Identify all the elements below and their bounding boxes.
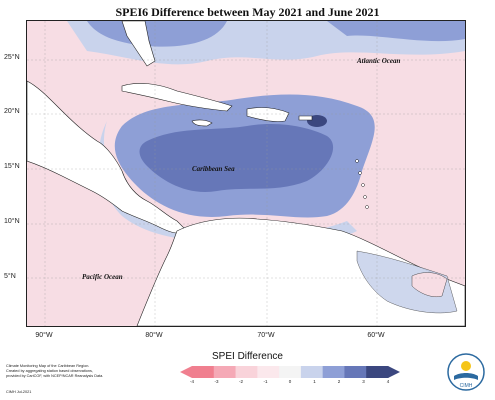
legend-swatch [257,366,280,378]
graticule [27,21,465,326]
credit-text: Climate Monitoring Map of the Caribbean … [6,364,104,378]
lon-label-60w: 60°W [367,332,385,339]
land-hispaniola [246,107,290,122]
lon-label-70w: 70°W [257,332,275,339]
map-canvas: Atlantic Ocean Caribbean Sea Pacific Oce… [27,21,465,326]
legend-swatch [344,366,367,378]
lat-label-15n: 15°N [4,163,20,170]
legend-swatch [279,366,302,378]
legend-tick-label: 2 [337,379,341,384]
lat-label-5n: 5°N [4,273,16,280]
wet-anomaly-northwest [87,21,227,47]
legend-tick-label: 0 [288,379,292,384]
map-title: SPEI6 Difference between May 2021 and Ju… [115,5,380,19]
legend-tick-label: -3 [214,379,219,384]
lat-label-10n: 10°N [4,218,20,225]
label-pacific: Pacific Ocean [82,273,123,281]
legend-tick-label: -2 [238,379,244,384]
legend-swatch [300,366,324,378]
legend-tick-label: 1 [313,379,316,384]
label-atlantic: Atlantic Ocean [356,57,400,65]
land-jamaica [191,119,213,127]
legend-title: SPEI Difference [212,351,283,362]
cimh-logo: CIMH [447,353,485,391]
lat-label-25n: 25°N [4,54,20,61]
lon-label-80w: 80°W [145,332,163,339]
legend-extend-high [388,366,400,378]
wet-anomaly-guianas [356,250,458,314]
legend-swatch [366,366,389,378]
legend-tick-label: 4 [386,379,390,384]
legend-swatch [192,366,215,378]
legend-swatch [322,366,345,378]
legend-extend-low [180,366,192,378]
logo-text: CIMH [460,383,473,389]
land-puerto-rico [298,115,313,121]
wet-anomaly-core [139,124,334,192]
legend-swatch [213,366,237,378]
legend-swatch [235,366,258,378]
wet-anomaly-northeast [327,21,465,42]
legend-colorbar [180,366,400,378]
label-caribbean: Caribbean Sea [192,165,235,173]
lat-label-20n: 20°N [4,108,20,115]
legend-tick-label: -4 [189,379,195,384]
legend-tick-label: 3 [362,379,365,384]
lon-label-90w: 90°W [35,332,53,339]
footer-date: CIMH Jul-2021 [6,390,32,394]
land-florida [121,21,156,67]
map-panel: Atlantic Ocean Caribbean Sea Pacific Oce… [26,20,466,327]
legend-tick-label: -1 [263,379,268,384]
land-cuba [121,82,233,112]
dry-anomaly-suriname [411,272,448,297]
land-south-america [136,217,465,326]
